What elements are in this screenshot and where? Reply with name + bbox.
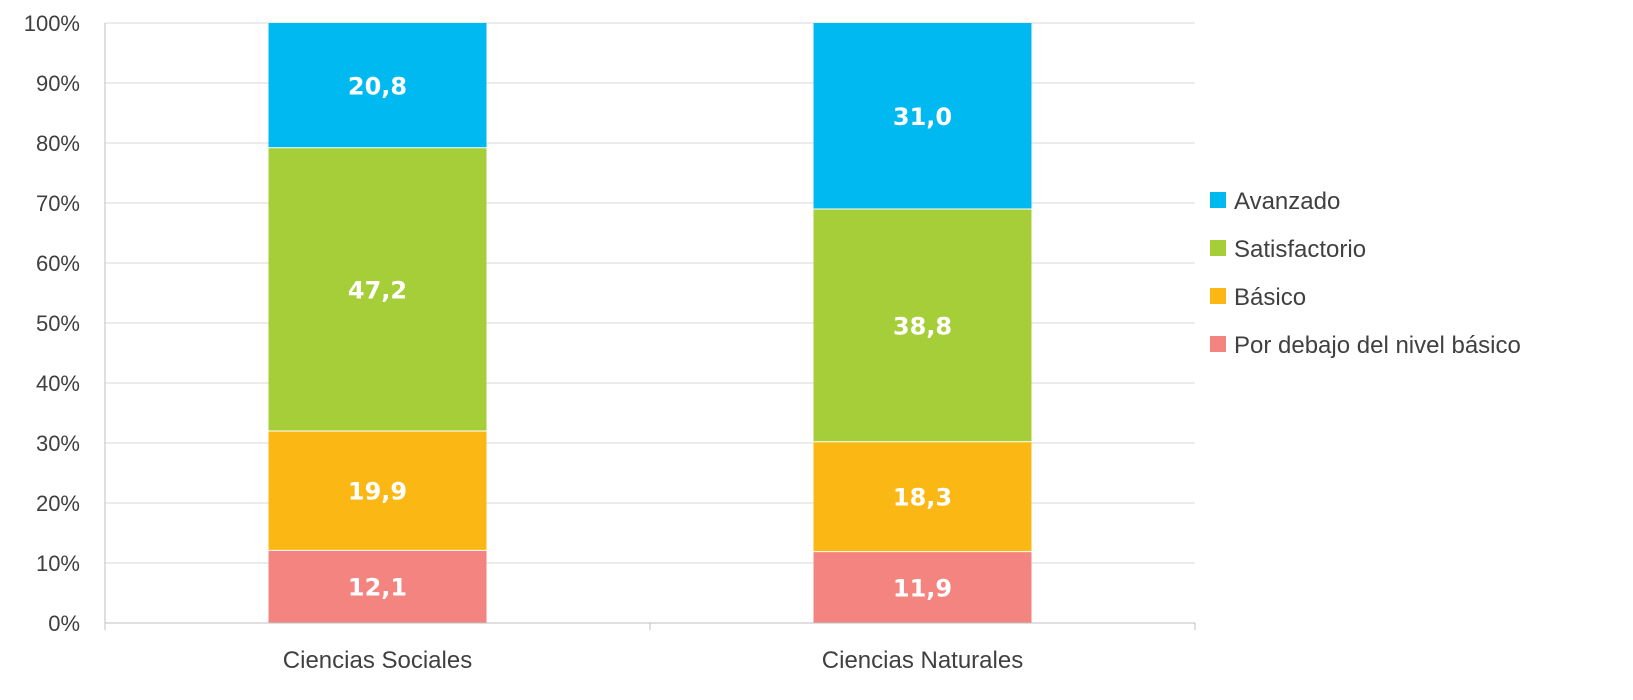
- y-tick-label: 100%: [24, 11, 80, 36]
- data-label: 11,9: [893, 574, 952, 602]
- y-tick-label: 50%: [36, 311, 80, 336]
- data-label: 20,8: [348, 72, 407, 100]
- y-tick-label: 30%: [36, 431, 80, 456]
- bar-segment: [268, 550, 487, 623]
- legend-swatch: [1210, 240, 1226, 256]
- y-tick-label: 80%: [36, 131, 80, 156]
- y-tick-label: 0%: [48, 611, 80, 636]
- data-label: 19,9: [348, 478, 407, 506]
- bar-segment: [268, 147, 487, 432]
- legend-swatch: [1210, 336, 1226, 352]
- bar-segment: [268, 23, 487, 148]
- bar-segment: [813, 441, 1032, 552]
- bar-segment: [813, 23, 1032, 209]
- legend-label: Avanzado: [1234, 188, 1340, 215]
- bar-segment: [813, 551, 1032, 623]
- bar-segment: [813, 209, 1032, 442]
- y-tick-label: 90%: [36, 71, 80, 96]
- bars: 12,1 19,9 47,2 20,8 11,9 18,3 38,8 31,0: [268, 23, 1032, 623]
- legend: Avanzado Satisfactorio Básico Por debajo de…: [1210, 188, 1521, 359]
- x-category-label: Ciencias Sociales: [283, 647, 472, 674]
- y-tick-label: 70%: [36, 191, 80, 216]
- y-tick-label: 40%: [36, 371, 80, 396]
- legend-label: Básico: [1234, 284, 1306, 311]
- x-category-label: Ciencias Naturales: [822, 647, 1023, 674]
- legend-label: Satisfactorio: [1234, 236, 1366, 263]
- data-label: 47,2: [348, 276, 407, 304]
- legend-label: Por debajo del nivel básico: [1234, 332, 1521, 359]
- y-tick-label: 10%: [36, 551, 80, 576]
- y-tick-label: 20%: [36, 491, 80, 516]
- legend-swatch: [1210, 288, 1226, 304]
- data-label: 18,3: [893, 484, 952, 512]
- legend-swatch: [1210, 192, 1226, 208]
- data-label: 38,8: [893, 312, 952, 340]
- data-label: 31,0: [893, 103, 952, 131]
- x-axis: Ciencias Sociales Ciencias Naturales: [104, 622, 1196, 674]
- data-label: 12,1: [348, 574, 407, 602]
- y-tick-label: 60%: [36, 251, 80, 276]
- y-axis: 0% 10% 20% 30% 40% 50% 60% 70% 80% 90% 100%: [24, 11, 106, 636]
- bar-segment: [268, 431, 487, 551]
